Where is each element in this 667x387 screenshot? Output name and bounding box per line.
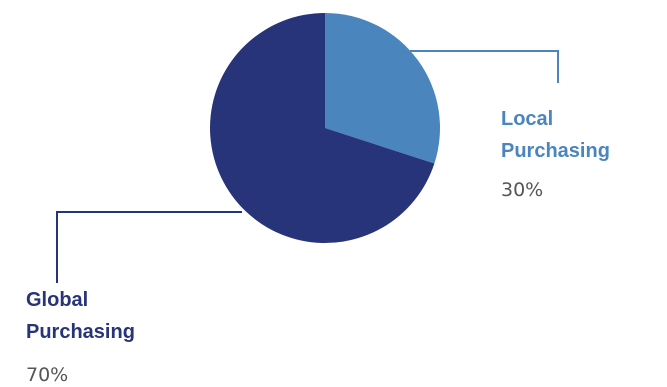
global-purchasing-value: 70%: [26, 364, 68, 386]
local-purchasing-value: 30%: [501, 179, 543, 201]
pie-slices: [209, 13, 440, 244]
global-purchasing-label: Global Purchasing: [26, 289, 135, 343]
local-purchasing-leader-line: [410, 50, 559, 83]
global-purchasing-label-line2: Purchasing: [26, 321, 135, 343]
local-purchasing-label: Local Purchasing: [501, 108, 610, 162]
local-purchasing-slice: [325, 13, 440, 164]
global-purchasing-leader-line: [56, 211, 242, 283]
global-purchasing-label-line1: Global: [26, 289, 88, 311]
local-purchasing-label-line2: Purchasing: [501, 140, 610, 162]
local-purchasing-label-line1: Local: [501, 108, 553, 130]
global-purchasing-slice: [209, 13, 435, 244]
